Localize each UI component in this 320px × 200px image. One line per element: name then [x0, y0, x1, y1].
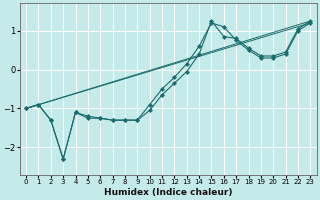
X-axis label: Humidex (Indice chaleur): Humidex (Indice chaleur) — [104, 188, 232, 197]
